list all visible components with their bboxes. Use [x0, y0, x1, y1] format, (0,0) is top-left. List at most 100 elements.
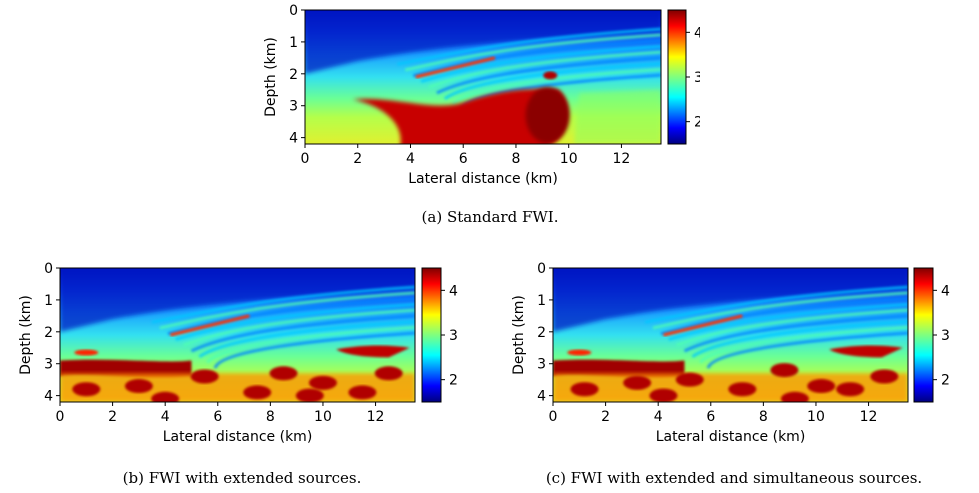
plot-frame	[552, 267, 909, 403]
salt-patch	[770, 363, 799, 378]
reflector-streak	[404, 33, 661, 72]
y-axis-label: Depth (km)	[511, 295, 527, 375]
x-tick-label: 2	[601, 409, 610, 425]
plot-frame	[304, 9, 662, 145]
x-tick-label: 10	[314, 409, 332, 425]
salt-patch	[72, 382, 101, 397]
caption-a: (a) Standard FWI.	[421, 208, 559, 226]
colorbar-tick-label: 3	[449, 328, 458, 344]
reflector-streak	[420, 44, 661, 83]
x-tick-label: 2	[353, 151, 362, 167]
salt-patch	[836, 382, 865, 397]
panel-a: 0 2 4 6 8 10 12 0 1 2 3 4 Lateral distance (km) Depth…	[250, 2, 703, 200]
water-layer	[305, 10, 661, 74]
salt-spot	[543, 71, 558, 80]
x-tick-label: 12	[613, 151, 631, 167]
colorbar-tick-label: 4	[941, 283, 950, 299]
reflector-streak	[443, 62, 661, 100]
y-axis-label: Depth (km)	[263, 37, 279, 117]
x-tick-label: 12	[860, 409, 878, 425]
reflector-streak	[683, 314, 908, 353]
salt-lens	[829, 345, 903, 358]
red-streak	[415, 56, 496, 79]
velocity-field	[60, 268, 415, 402]
x-axis-label: Lateral distance (km)	[163, 429, 313, 445]
x-tick-label: 0	[56, 409, 65, 425]
reflector-streak	[175, 302, 415, 341]
water-layer	[553, 268, 908, 332]
reflector-streak	[451, 67, 661, 106]
salt-patch	[374, 366, 403, 381]
y-tick-label: 1	[289, 35, 298, 51]
y-tick-label: 1	[537, 293, 546, 309]
y-tick-label: 0	[44, 261, 53, 277]
reflector-streak	[644, 285, 908, 324]
salt-patch	[124, 379, 153, 394]
x-tick-label: 4	[161, 409, 170, 425]
reflector-streak	[436, 56, 661, 95]
colorbar	[421, 267, 442, 403]
y-tick-label: 2	[44, 325, 53, 341]
x-tick-label: 12	[367, 409, 385, 425]
reflector-streak	[660, 297, 908, 336]
x-axis-label: Lateral distance (km)	[656, 429, 806, 445]
reflector-streak	[699, 325, 908, 364]
salt-patch	[295, 388, 324, 402]
salt-patch	[728, 382, 757, 397]
x-tick-label: 4	[654, 409, 663, 425]
y-tick-label: 3	[537, 357, 546, 373]
x-tick-label: 6	[459, 151, 468, 167]
y-tick-label: 1	[44, 293, 53, 309]
y-tick-label: 4	[44, 389, 53, 405]
reflector-streak	[691, 320, 908, 358]
reflector-streak	[167, 297, 415, 336]
salt-patch	[269, 366, 298, 381]
panel-c: 0 2 4 6 8 10 12 0 1 2 3 4 Lateral distance (km) Depth…	[493, 260, 973, 466]
deep-red-layer	[60, 359, 192, 378]
reflector-streak	[428, 50, 661, 89]
x-tick-label: 0	[549, 409, 558, 425]
salt-lens	[336, 345, 410, 358]
reflector-streak	[668, 302, 908, 341]
caption-b: (b) FWI with extended sources.	[122, 469, 362, 487]
plot-frame	[59, 267, 416, 403]
y-tick-label: 3	[289, 99, 298, 115]
reflector-streak	[183, 308, 415, 347]
shallow-lens	[567, 349, 592, 356]
caption-c: (c) FWI with extended and simultaneous s…	[545, 469, 923, 487]
shallow-lens	[74, 349, 99, 356]
x-tick-label: 8	[759, 409, 768, 425]
y-axis-label: Depth (km)	[18, 295, 34, 375]
reflector-streak	[206, 325, 415, 364]
colorbar	[913, 267, 934, 403]
salt-patch	[623, 375, 652, 390]
x-tick-label: 2	[108, 409, 117, 425]
salt-patch	[570, 382, 599, 397]
velocity-field	[305, 10, 661, 144]
x-tick-label: 10	[807, 409, 825, 425]
colorbar-tick-label: 2	[449, 373, 458, 389]
y-tick-label: 0	[289, 3, 298, 19]
salt-patch	[151, 391, 180, 402]
y-tick-label: 4	[537, 389, 546, 405]
salt-core	[525, 87, 570, 144]
y-tick-label: 4	[289, 131, 298, 147]
reflector-streak	[652, 291, 908, 330]
salt-patch	[190, 369, 219, 384]
red-streak	[663, 314, 743, 337]
reflector-streak	[190, 314, 415, 353]
velocity-field	[553, 268, 908, 402]
reflector-streak	[706, 331, 908, 369]
x-tick-label: 6	[706, 409, 715, 425]
water-layer	[60, 268, 415, 332]
colorbar-tick-label: 2	[941, 373, 950, 389]
colorbar	[667, 9, 687, 145]
colorbar-tick-label: 3	[694, 70, 700, 86]
x-tick-label: 8	[266, 409, 275, 425]
x-tick-label: 8	[512, 151, 521, 167]
reflector-streak	[412, 39, 661, 78]
x-tick-label: 0	[301, 151, 310, 167]
panel-b: 0 2 4 6 8 10 12 0 1 2 3 4 Lateral distance (km) Depth…	[0, 260, 470, 466]
